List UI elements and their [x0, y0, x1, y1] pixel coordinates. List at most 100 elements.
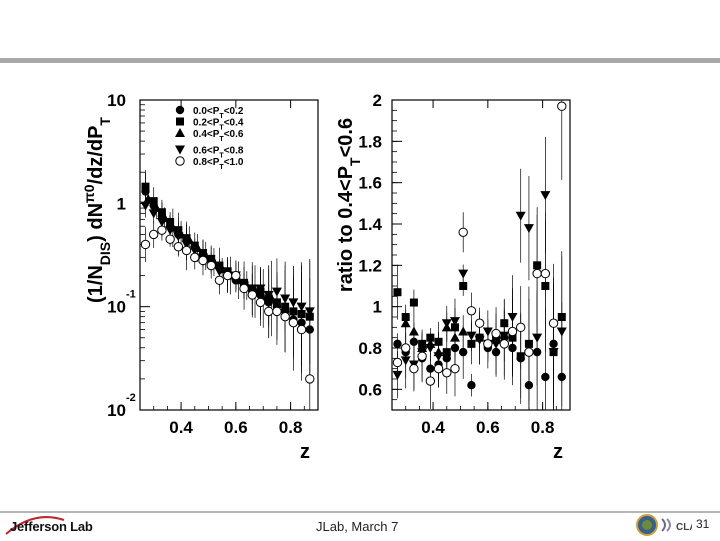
data-point	[393, 339, 402, 349]
data-point	[206, 260, 216, 271]
data-point	[182, 234, 191, 243]
data-point	[296, 324, 307, 335]
data-point	[450, 323, 459, 332]
data-point	[442, 348, 451, 357]
data-point	[140, 239, 151, 250]
data-point	[156, 217, 167, 227]
data-point	[198, 249, 207, 258]
y-tick-exponent: -2	[126, 392, 136, 404]
x-axis-label: z	[553, 441, 563, 463]
data-point	[288, 317, 299, 328]
legend-marker	[176, 117, 184, 126]
y-axis-label: ratio to 0.4<PT<0.6	[335, 118, 363, 292]
y-tick-label: 10	[107, 401, 126, 420]
data-point	[459, 347, 468, 357]
data-point	[392, 357, 403, 368]
data-point	[459, 282, 468, 290]
data-point	[482, 327, 493, 337]
data-point	[409, 298, 418, 307]
footer-center-text: JLab, March 7	[316, 519, 399, 534]
data-point	[532, 268, 542, 279]
y-tick-label: 1	[373, 298, 382, 317]
legend-marker	[175, 105, 185, 115]
legend-marker	[175, 156, 185, 166]
data-point	[483, 339, 493, 349]
y-tick-label: 1.8	[358, 132, 382, 151]
data-point	[532, 347, 542, 357]
data-point	[165, 226, 176, 236]
data-point	[449, 317, 460, 327]
legend-label: 0.6<PT<0.8	[193, 146, 244, 160]
data-point	[524, 339, 533, 348]
footer-band	[0, 511, 720, 513]
data-point	[271, 287, 282, 297]
data-point	[425, 376, 436, 386]
y-tick-label: 1.4	[358, 215, 382, 234]
y-tick-label: 10	[107, 298, 126, 317]
legend-label: 0.2<PT<0.4	[193, 118, 244, 132]
data-point	[392, 370, 403, 380]
data-point	[148, 209, 159, 219]
data-point	[157, 208, 166, 217]
legend: 0.0<PT<0.20.2<PT<0.40.4<PT<0.6 0.6<PT<0.8…	[175, 105, 244, 171]
data-point	[280, 294, 291, 304]
plot-frame	[139, 99, 319, 411]
data-point	[181, 245, 192, 256]
data-layer	[392, 100, 567, 410]
data-point	[557, 372, 566, 382]
data-point	[467, 381, 476, 390]
data-point	[272, 306, 282, 317]
data-point	[140, 201, 151, 211]
data-point	[541, 282, 550, 290]
data-point	[442, 354, 451, 363]
data-point	[508, 343, 517, 353]
data-point	[198, 255, 208, 266]
data-point	[449, 332, 460, 342]
clas-logo-icon: CLAS	[658, 515, 704, 535]
y-tick-label: 10	[107, 91, 126, 110]
x-tick-label: 0.6	[224, 418, 248, 437]
data-point	[409, 363, 419, 374]
data-point	[474, 318, 485, 328]
data-point	[239, 283, 249, 294]
data-point	[515, 211, 526, 221]
y-tick-label: 0.8	[358, 339, 382, 358]
data-point	[434, 337, 443, 346]
data-point	[148, 229, 159, 240]
data-point	[288, 298, 299, 308]
data-point	[231, 270, 241, 281]
data-point	[426, 364, 435, 373]
header-band	[0, 58, 720, 63]
clas-logo-text: CLAS	[676, 522, 692, 533]
data-point	[499, 339, 509, 349]
data-point	[492, 335, 501, 344]
data-point	[491, 339, 502, 349]
data-point	[533, 261, 542, 270]
data-point	[499, 331, 510, 341]
y-tick-exponent: -1	[126, 289, 136, 301]
data-point	[458, 227, 468, 237]
data-point	[174, 226, 183, 235]
data-point	[466, 306, 477, 316]
data-point	[466, 331, 477, 341]
jefferson-lab-logo: Jefferson Lab	[4, 514, 119, 538]
data-point	[264, 306, 274, 317]
data-point	[215, 261, 224, 270]
x-tick-label: 0.8	[531, 418, 555, 437]
data-point	[400, 356, 411, 366]
data-point	[143, 194, 154, 204]
data-point	[425, 344, 436, 353]
data-point	[141, 182, 150, 191]
data-point	[255, 297, 266, 308]
data-point	[450, 363, 460, 374]
data-point	[549, 339, 558, 349]
data-point	[516, 352, 525, 361]
data-point	[500, 319, 509, 328]
data-point	[393, 288, 402, 297]
data-point	[450, 343, 460, 353]
data-point	[305, 374, 315, 384]
page-number: 31	[696, 517, 710, 531]
data-point	[263, 290, 274, 300]
data-point	[556, 327, 567, 337]
